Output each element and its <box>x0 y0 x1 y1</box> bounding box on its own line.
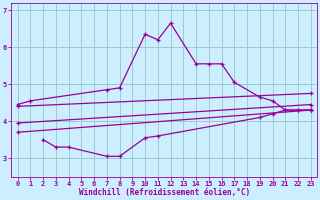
X-axis label: Windchill (Refroidissement éolien,°C): Windchill (Refroidissement éolien,°C) <box>79 188 250 197</box>
